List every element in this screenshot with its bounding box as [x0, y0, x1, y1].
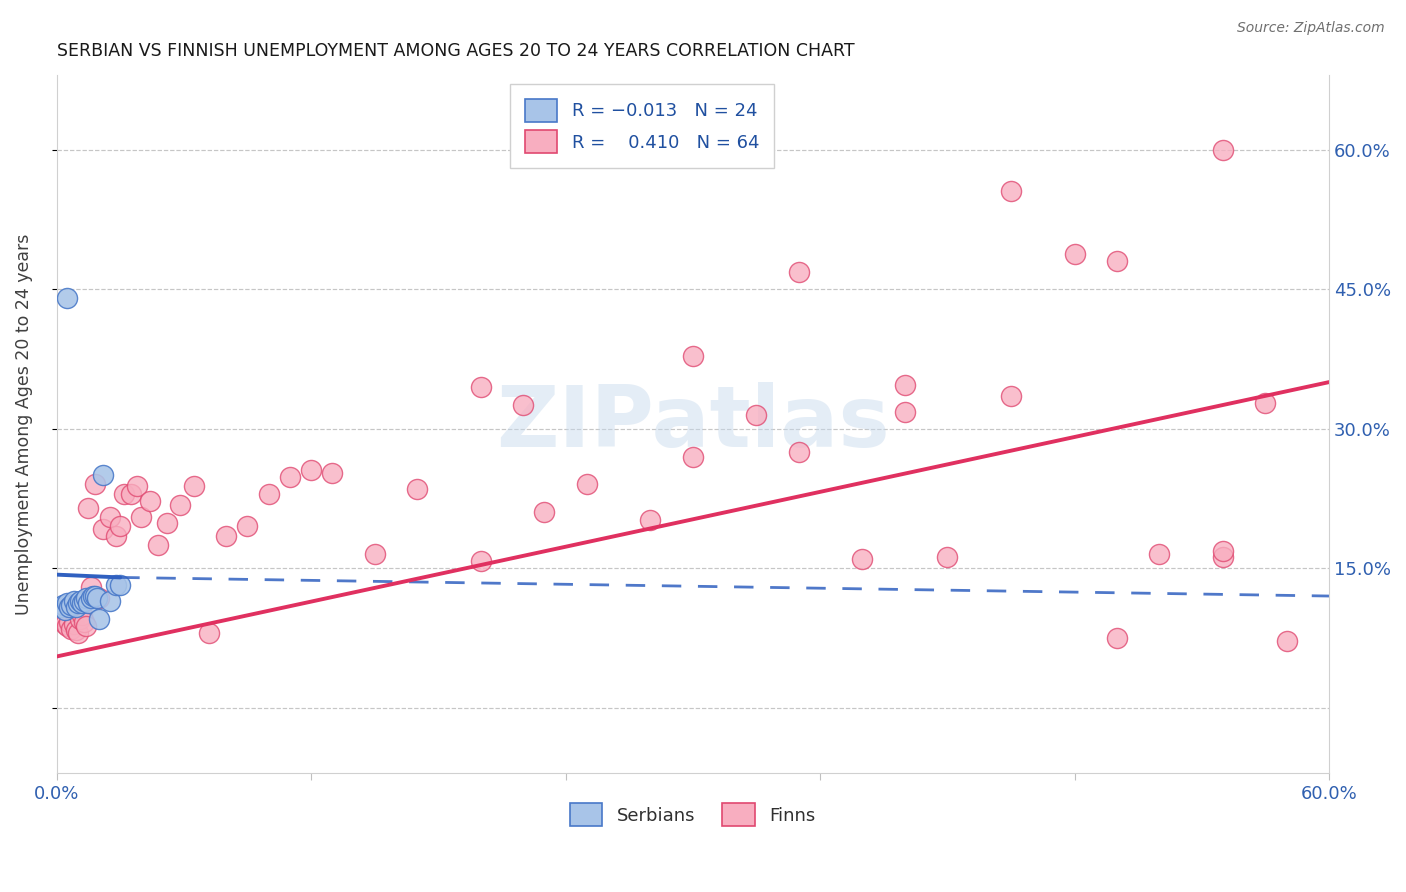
Y-axis label: Unemployment Among Ages 20 to 24 years: Unemployment Among Ages 20 to 24 years: [15, 234, 32, 615]
Point: [236, 519, 259, 533]
Legend: Serbians, Finns: Serbians, Finns: [562, 796, 823, 833]
Point: [60, 622, 83, 636]
Point: [1212, 143, 1234, 157]
Point: [470, 380, 492, 394]
Text: SERBIAN VS FINNISH UNEMPLOYMENT AMONG AGES 20 TO 24 YEARS CORRELATION CHART: SERBIAN VS FINNISH UNEMPLOYMENT AMONG AG…: [56, 42, 855, 60]
Point: [91, 468, 114, 483]
Point: [104, 578, 127, 592]
Point: [533, 505, 555, 519]
Point: [73, 593, 96, 607]
Point: [110, 519, 132, 533]
Point: [60, 599, 83, 613]
Point: [364, 547, 387, 561]
Point: [1212, 549, 1234, 564]
Point: [1212, 544, 1234, 558]
Point: [82, 589, 104, 603]
Point: [512, 398, 534, 412]
Point: [148, 538, 170, 552]
Point: [104, 528, 127, 542]
Point: [53, 603, 76, 617]
Point: [98, 593, 121, 607]
Point: [321, 467, 343, 481]
Point: [66, 597, 89, 611]
Point: [131, 510, 153, 524]
Point: [198, 626, 221, 640]
Point: [56, 619, 79, 633]
Point: [127, 479, 149, 493]
Point: [62, 593, 84, 607]
Point: [87, 591, 110, 605]
Point: [787, 265, 810, 279]
Point: [682, 349, 704, 363]
Point: [79, 580, 101, 594]
Point: [851, 551, 873, 566]
Point: [87, 612, 110, 626]
Point: [156, 516, 179, 531]
Point: [120, 487, 142, 501]
Point: [69, 612, 91, 626]
Point: [62, 616, 84, 631]
Point: [69, 593, 91, 607]
Point: [83, 589, 105, 603]
Point: [575, 477, 598, 491]
Point: [86, 591, 108, 605]
Point: [1254, 395, 1277, 409]
Point: [52, 599, 75, 613]
Point: [65, 600, 87, 615]
Point: [299, 463, 322, 477]
Point: [894, 405, 917, 419]
Point: [70, 595, 93, 609]
Point: [257, 487, 280, 501]
Point: [53, 616, 76, 631]
Point: [1000, 389, 1022, 403]
Point: [58, 600, 80, 615]
Point: [139, 494, 162, 508]
Point: [787, 445, 810, 459]
Point: [83, 477, 105, 491]
Text: ZIPatlas: ZIPatlas: [496, 383, 890, 466]
Point: [75, 591, 97, 605]
Point: [1063, 247, 1085, 261]
Point: [169, 498, 191, 512]
Point: [745, 408, 768, 422]
Point: [56, 597, 79, 611]
Point: [1149, 547, 1171, 561]
Point: [56, 292, 79, 306]
Point: [1000, 185, 1022, 199]
Point: [183, 479, 205, 493]
Point: [58, 615, 80, 629]
Point: [77, 500, 100, 515]
Point: [65, 624, 87, 638]
Point: [66, 626, 89, 640]
Point: [49, 600, 72, 615]
Point: [70, 607, 93, 622]
Point: [91, 522, 114, 536]
Point: [98, 510, 121, 524]
Point: [936, 549, 959, 564]
Point: [1105, 254, 1128, 268]
Point: [110, 578, 132, 592]
Point: [114, 487, 136, 501]
Point: [1105, 631, 1128, 645]
Point: [73, 615, 96, 629]
Point: [278, 470, 301, 484]
Text: Source: ZipAtlas.com: Source: ZipAtlas.com: [1237, 21, 1385, 36]
Point: [1275, 633, 1298, 648]
Point: [49, 609, 72, 624]
Point: [406, 482, 429, 496]
Point: [894, 378, 917, 392]
Point: [79, 591, 101, 605]
Point: [77, 597, 100, 611]
Point: [75, 619, 97, 633]
Point: [682, 450, 704, 464]
Point: [215, 528, 238, 542]
Point: [470, 554, 492, 568]
Point: [640, 513, 662, 527]
